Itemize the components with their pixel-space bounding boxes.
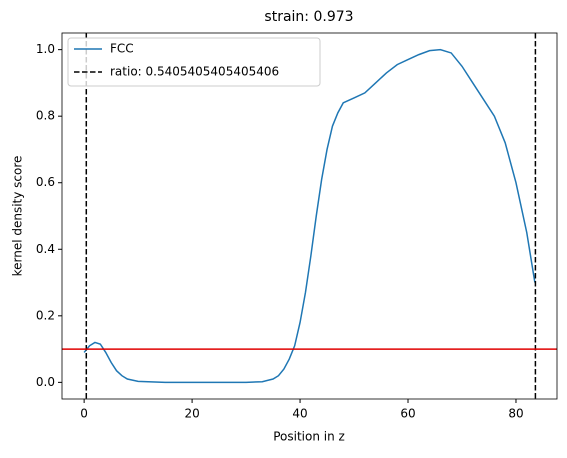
x-tick-label: 80	[508, 407, 523, 421]
y-tick-label: 1.0	[36, 42, 55, 56]
legend-box	[67, 37, 321, 87]
legend-label: FCC	[110, 42, 134, 56]
axes-frame	[61, 32, 558, 400]
y-tick-label: 0.4	[36, 242, 55, 256]
chart-title: strain: 0.973	[264, 9, 353, 25]
line-series	[83, 48, 536, 384]
x-tick-label: 0	[80, 407, 88, 421]
y-tick-label: 0.6	[36, 175, 55, 189]
y-axis-label: kernel density score	[11, 156, 25, 277]
y-tick-label: 0.8	[36, 109, 55, 123]
x-axis-label: Position in z	[273, 430, 345, 444]
y-tick-label: 0.2	[36, 308, 55, 322]
x-tick-label: 40	[292, 407, 307, 421]
x-tick-label: 60	[400, 407, 415, 421]
legend-label: ratio: 0.5405405405405406	[110, 65, 279, 79]
x-tick-label: 20	[184, 407, 199, 421]
plot-area: 0 20 40 60 80 0.0 0.2 0.4 0.6 0.8 1.0 FCC ratio: 0.5…	[36, 32, 558, 421]
y-tick-label: 0.0	[36, 375, 55, 389]
